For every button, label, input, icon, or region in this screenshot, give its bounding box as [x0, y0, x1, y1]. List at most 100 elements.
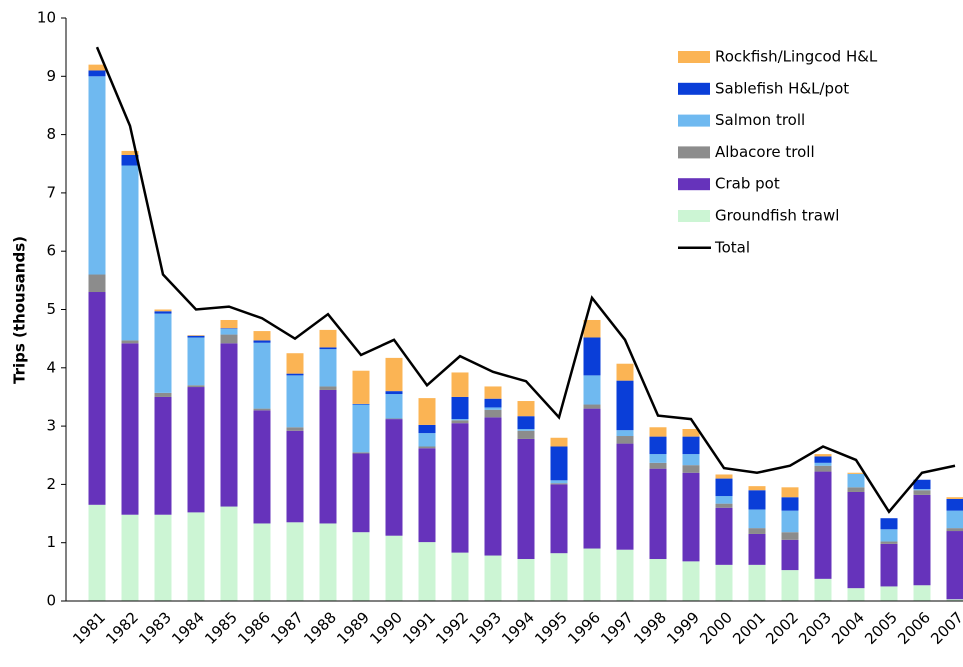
bar-segment: [749, 490, 766, 509]
bar-segment: [386, 536, 403, 601]
bar-segment: [188, 385, 205, 387]
bar-segment: [122, 515, 139, 601]
bar-segment: [155, 310, 172, 312]
bar-segment: [155, 314, 172, 393]
x-tick-label: 1996: [564, 608, 604, 648]
bar-segment: [320, 330, 337, 347]
bar-segment: [122, 343, 139, 514]
bar-segment: [188, 335, 205, 336]
bar-segment: [287, 431, 304, 523]
bar-segment: [914, 585, 931, 601]
bar-segment: [551, 553, 568, 601]
legend-label: Rockfish/Lingcod H&L: [715, 48, 878, 66]
bar-segment: [89, 275, 106, 292]
bar-segment: [716, 474, 733, 478]
bar-segment: [353, 452, 370, 453]
legend-swatch: [678, 146, 710, 158]
bar-segment: [485, 407, 502, 409]
y-tick-label: 4: [46, 358, 56, 376]
bar-segment: [485, 399, 502, 408]
bar-segment: [683, 465, 700, 473]
bar-segment: [452, 420, 469, 423]
legend-swatch: [678, 51, 710, 63]
bar-segment: [122, 165, 139, 340]
y-tick-label: 7: [46, 183, 56, 201]
y-axis-label: Trips (thousands): [11, 236, 29, 384]
bar-segment: [320, 347, 337, 349]
bar-segment: [254, 340, 271, 342]
bar-segment: [254, 410, 271, 523]
bar-segment: [518, 431, 535, 439]
bar-segment: [617, 430, 634, 436]
bar-segment: [947, 531, 963, 599]
legend-label: Groundfish trawl: [715, 207, 839, 225]
bar-segment: [287, 353, 304, 373]
bar-segment: [650, 454, 667, 463]
x-tick-label: 1985: [201, 608, 241, 648]
bar-segment: [947, 497, 963, 499]
legend-label: Total: [714, 238, 750, 256]
y-tick-label: 9: [46, 67, 56, 85]
x-tick-label: 2002: [762, 608, 802, 648]
bar-segment: [518, 429, 535, 431]
bar-segment: [881, 542, 898, 544]
bar-segment: [551, 480, 568, 483]
bar-segment: [848, 588, 865, 601]
bar-segment: [221, 328, 238, 329]
bar-segment: [716, 508, 733, 565]
bar-segment: [815, 456, 832, 462]
x-tick-label: 1983: [135, 608, 175, 648]
bar-segment: [452, 372, 469, 396]
x-tick-label: 1998: [630, 608, 670, 648]
bar-segment: [485, 410, 502, 418]
bar-segment: [650, 559, 667, 601]
bar-segment: [188, 387, 205, 512]
bar-segment: [584, 405, 601, 409]
bar-segment: [122, 340, 139, 343]
bar-segment: [914, 489, 931, 490]
bar-segment: [452, 419, 469, 420]
bar-segment: [716, 479, 733, 496]
bar-segment: [89, 76, 106, 274]
bar-segment: [188, 337, 205, 385]
y-tick-label: 0: [46, 592, 56, 610]
bar-segment: [221, 507, 238, 601]
bar-segment: [551, 483, 568, 484]
bar-segment: [782, 511, 799, 533]
bar-segment: [815, 472, 832, 579]
bar-segment: [518, 416, 535, 429]
bar-segment: [749, 565, 766, 601]
x-tick-label: 1994: [498, 608, 538, 648]
bar-segment: [683, 437, 700, 454]
bar-segment: [221, 329, 238, 335]
bar-segment: [617, 444, 634, 550]
bar-segment: [881, 529, 898, 541]
bar-segment: [947, 511, 963, 528]
bar-segment: [683, 473, 700, 562]
x-tick-label: 1997: [597, 608, 637, 648]
bar-segment: [848, 474, 865, 487]
bar-segment: [551, 438, 568, 447]
bar-segment: [617, 436, 634, 444]
bar-segment: [452, 397, 469, 419]
bar-segment: [353, 371, 370, 404]
bar-segment: [419, 425, 436, 433]
x-tick-label: 1984: [168, 608, 208, 648]
bar-segment: [551, 484, 568, 553]
bar-segment: [287, 427, 304, 430]
x-tick-label: 1999: [663, 608, 703, 648]
bar-segment: [155, 515, 172, 601]
bar-segment: [485, 556, 502, 601]
bar-segment: [881, 586, 898, 601]
bar-segment: [353, 454, 370, 533]
x-tick-label: 2005: [861, 608, 901, 648]
bar-segment: [320, 349, 337, 386]
bar-segment: [815, 454, 832, 456]
x-tick-label: 1986: [234, 608, 274, 648]
x-tick-label: 2000: [696, 608, 736, 648]
x-tick-label: 1989: [333, 608, 373, 648]
bar-segment: [518, 559, 535, 601]
bar-segment: [89, 292, 106, 505]
bar-segment: [188, 512, 205, 601]
bar-segment: [749, 534, 766, 565]
